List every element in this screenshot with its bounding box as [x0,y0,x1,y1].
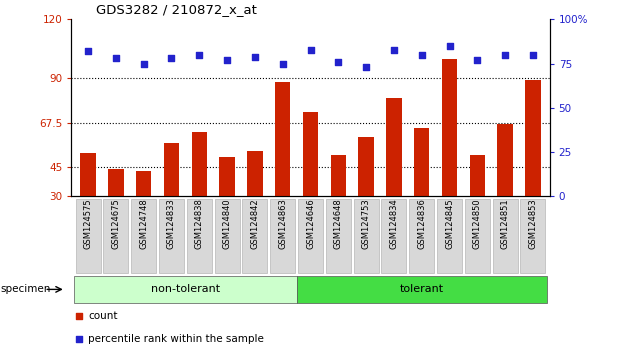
Text: GSM124648: GSM124648 [334,198,343,249]
Text: GSM124863: GSM124863 [278,198,287,249]
Text: GSM124836: GSM124836 [417,198,426,249]
FancyBboxPatch shape [74,276,297,303]
Text: count: count [88,311,117,321]
FancyBboxPatch shape [187,199,212,273]
FancyBboxPatch shape [76,199,101,273]
Point [473,57,483,63]
FancyBboxPatch shape [409,199,434,273]
Point [361,64,371,70]
Bar [469,155,485,256]
FancyBboxPatch shape [270,199,295,273]
Point [278,61,288,67]
FancyBboxPatch shape [242,199,268,273]
Bar [414,128,429,256]
Text: GSM124850: GSM124850 [473,198,482,249]
FancyBboxPatch shape [492,199,518,273]
Point [74,336,84,342]
FancyBboxPatch shape [298,199,323,273]
Point [166,56,176,61]
Text: GSM124840: GSM124840 [222,198,232,249]
Point [333,59,343,65]
Point [250,54,260,59]
Text: GSM124675: GSM124675 [111,198,120,249]
Bar [386,98,402,256]
FancyBboxPatch shape [131,199,156,273]
Bar [525,80,540,256]
Point [194,52,204,58]
Text: GSM124842: GSM124842 [250,198,260,249]
Bar [247,151,263,256]
Text: GSM124845: GSM124845 [445,198,454,249]
Bar [81,153,96,256]
Point [445,43,455,49]
Text: GSM124833: GSM124833 [167,198,176,249]
FancyBboxPatch shape [465,199,490,273]
FancyBboxPatch shape [103,199,129,273]
Bar [497,124,513,256]
FancyBboxPatch shape [353,199,379,273]
Point [500,52,510,58]
Point [74,313,84,319]
Bar [108,169,124,256]
Bar [358,137,374,256]
Bar [136,171,152,256]
Text: tolerant: tolerant [400,284,444,295]
Text: GSM124834: GSM124834 [389,198,399,249]
FancyBboxPatch shape [297,276,547,303]
Text: GDS3282 / 210872_x_at: GDS3282 / 210872_x_at [96,3,257,16]
FancyBboxPatch shape [215,199,240,273]
FancyBboxPatch shape [437,199,462,273]
Bar [330,155,346,256]
Bar [275,82,291,256]
Point [389,47,399,52]
FancyBboxPatch shape [326,199,351,273]
Text: GSM124748: GSM124748 [139,198,148,249]
FancyBboxPatch shape [381,199,406,273]
Point [111,56,121,61]
Bar [164,143,179,256]
Text: GSM124851: GSM124851 [501,198,510,249]
Bar [219,157,235,256]
Text: GSM124646: GSM124646 [306,198,315,249]
Text: GSM124838: GSM124838 [195,198,204,249]
FancyBboxPatch shape [520,199,545,273]
Text: percentile rank within the sample: percentile rank within the sample [88,334,264,344]
FancyBboxPatch shape [159,199,184,273]
Text: non-tolerant: non-tolerant [151,284,220,295]
Text: GSM124753: GSM124753 [361,198,371,249]
Point [528,52,538,58]
Point [83,48,93,54]
Point [417,52,427,58]
Point [306,47,315,52]
Text: GSM124575: GSM124575 [84,198,93,249]
Point [222,57,232,63]
Bar [303,112,318,256]
Bar [442,59,457,256]
Point [138,61,148,67]
Text: specimen: specimen [1,284,51,295]
Text: GSM124853: GSM124853 [528,198,537,249]
Bar [192,132,207,256]
